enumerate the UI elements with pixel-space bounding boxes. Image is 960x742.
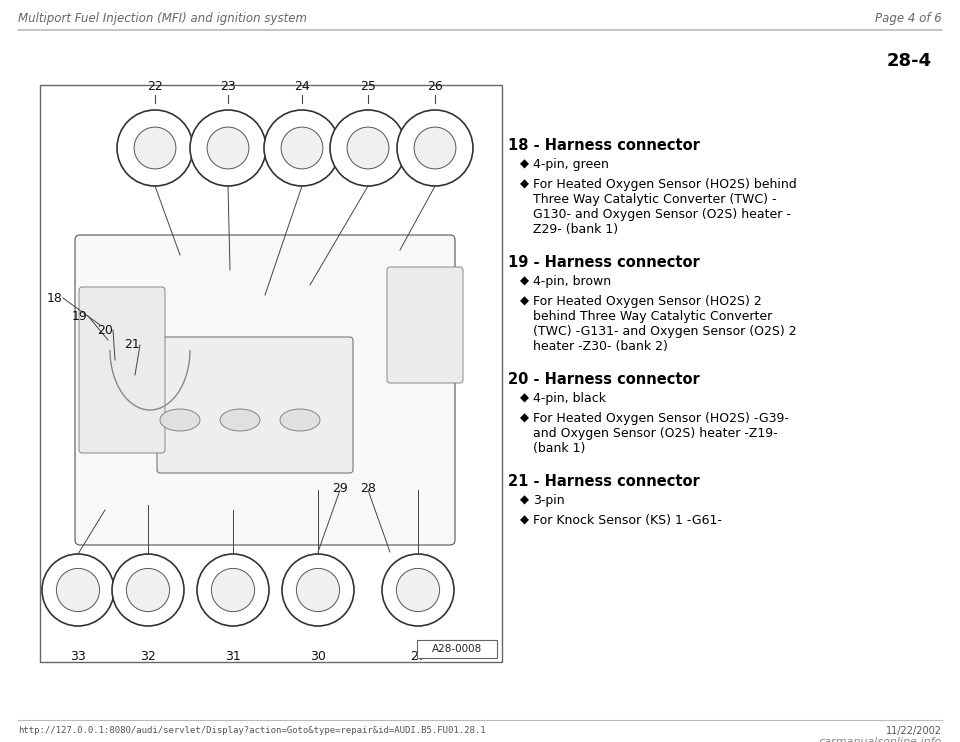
Text: carmanualsonline.info: carmanualsonline.info — [819, 737, 942, 742]
Circle shape — [134, 127, 176, 169]
Text: and Oxygen Sensor (O2S) heater -Z19-: and Oxygen Sensor (O2S) heater -Z19- — [533, 427, 778, 440]
Text: (bank 1): (bank 1) — [533, 442, 586, 455]
Text: 23: 23 — [220, 80, 236, 93]
Text: Three Way Catalytic Converter (TWC) -: Three Way Catalytic Converter (TWC) - — [533, 193, 777, 206]
Text: 11/22/2002: 11/22/2002 — [886, 726, 942, 736]
Text: 29: 29 — [332, 482, 348, 494]
Circle shape — [211, 568, 254, 611]
Circle shape — [282, 554, 354, 626]
Text: G130- and Oxygen Sensor (O2S) heater -: G130- and Oxygen Sensor (O2S) heater - — [533, 208, 791, 221]
Text: ◆: ◆ — [520, 514, 529, 527]
Text: 25: 25 — [360, 80, 376, 93]
Circle shape — [42, 554, 114, 626]
Text: 4-pin, green: 4-pin, green — [533, 158, 609, 171]
Text: For Heated Oxygen Sensor (HO2S) -G39-: For Heated Oxygen Sensor (HO2S) -G39- — [533, 412, 789, 425]
FancyBboxPatch shape — [157, 337, 353, 473]
Text: 27: 27 — [410, 650, 426, 663]
Circle shape — [112, 554, 184, 626]
FancyBboxPatch shape — [75, 235, 455, 545]
Text: ◆: ◆ — [520, 494, 529, 507]
Circle shape — [382, 554, 454, 626]
Text: ◆: ◆ — [520, 392, 529, 405]
Text: 18: 18 — [47, 292, 63, 304]
Text: 30: 30 — [310, 650, 326, 663]
Text: ◆: ◆ — [520, 158, 529, 171]
Text: 20 - Harness connector: 20 - Harness connector — [508, 372, 700, 387]
FancyBboxPatch shape — [387, 267, 463, 383]
Circle shape — [127, 568, 170, 611]
Text: For Heated Oxygen Sensor (HO2S) 2: For Heated Oxygen Sensor (HO2S) 2 — [533, 295, 761, 308]
Text: 21 - Harness connector: 21 - Harness connector — [508, 474, 700, 489]
Circle shape — [264, 110, 340, 186]
Circle shape — [297, 568, 340, 611]
Text: 4-pin, brown: 4-pin, brown — [533, 275, 612, 288]
Text: 4-pin, black: 4-pin, black — [533, 392, 606, 405]
Text: 28-4: 28-4 — [887, 52, 932, 70]
Circle shape — [396, 568, 440, 611]
Text: ◆: ◆ — [520, 178, 529, 191]
Text: Z29- (bank 1): Z29- (bank 1) — [533, 223, 618, 236]
Bar — [40, 85, 502, 662]
FancyBboxPatch shape — [79, 287, 165, 453]
Circle shape — [348, 127, 389, 169]
Circle shape — [190, 110, 266, 186]
Circle shape — [330, 110, 406, 186]
Circle shape — [117, 110, 193, 186]
Text: 21: 21 — [124, 338, 140, 352]
Ellipse shape — [280, 409, 320, 431]
Circle shape — [281, 127, 323, 169]
Text: 19 - Harness connector: 19 - Harness connector — [508, 255, 700, 270]
Text: 22: 22 — [147, 80, 163, 93]
Text: Page 4 of 6: Page 4 of 6 — [876, 12, 942, 25]
Text: 28: 28 — [360, 482, 376, 494]
Text: ◆: ◆ — [520, 275, 529, 288]
Text: ◆: ◆ — [520, 412, 529, 425]
Ellipse shape — [220, 409, 260, 431]
Text: 33: 33 — [70, 650, 85, 663]
Text: 19: 19 — [72, 309, 88, 323]
Bar — [417, 640, 497, 658]
Text: A28-0008: A28-0008 — [432, 644, 482, 654]
Ellipse shape — [160, 409, 200, 431]
Text: ◆: ◆ — [520, 295, 529, 308]
Text: For Knock Sensor (KS) 1 -G61-: For Knock Sensor (KS) 1 -G61- — [533, 514, 722, 527]
Text: behind Three Way Catalytic Converter: behind Three Way Catalytic Converter — [533, 310, 772, 323]
Text: 24: 24 — [294, 80, 310, 93]
Circle shape — [207, 127, 249, 169]
Text: 18 - Harness connector: 18 - Harness connector — [508, 138, 700, 153]
Text: Multiport Fuel Injection (MFI) and ignition system: Multiport Fuel Injection (MFI) and ignit… — [18, 12, 307, 25]
Circle shape — [397, 110, 473, 186]
Text: 32: 32 — [140, 650, 156, 663]
Text: 31: 31 — [226, 650, 241, 663]
Circle shape — [57, 568, 100, 611]
Text: 3-pin: 3-pin — [533, 494, 564, 507]
Text: heater -Z30- (bank 2): heater -Z30- (bank 2) — [533, 340, 668, 353]
Text: (TWC) -G131- and Oxygen Sensor (O2S) 2: (TWC) -G131- and Oxygen Sensor (O2S) 2 — [533, 325, 797, 338]
Text: 20: 20 — [97, 324, 113, 337]
Circle shape — [414, 127, 456, 169]
Text: http://127.0.0.1:8080/audi/servlet/Display?action=Goto&type=repair&id=AUDI.B5.FU: http://127.0.0.1:8080/audi/servlet/Displ… — [18, 726, 486, 735]
Text: 26: 26 — [427, 80, 443, 93]
Circle shape — [197, 554, 269, 626]
Text: For Heated Oxygen Sensor (HO2S) behind: For Heated Oxygen Sensor (HO2S) behind — [533, 178, 797, 191]
